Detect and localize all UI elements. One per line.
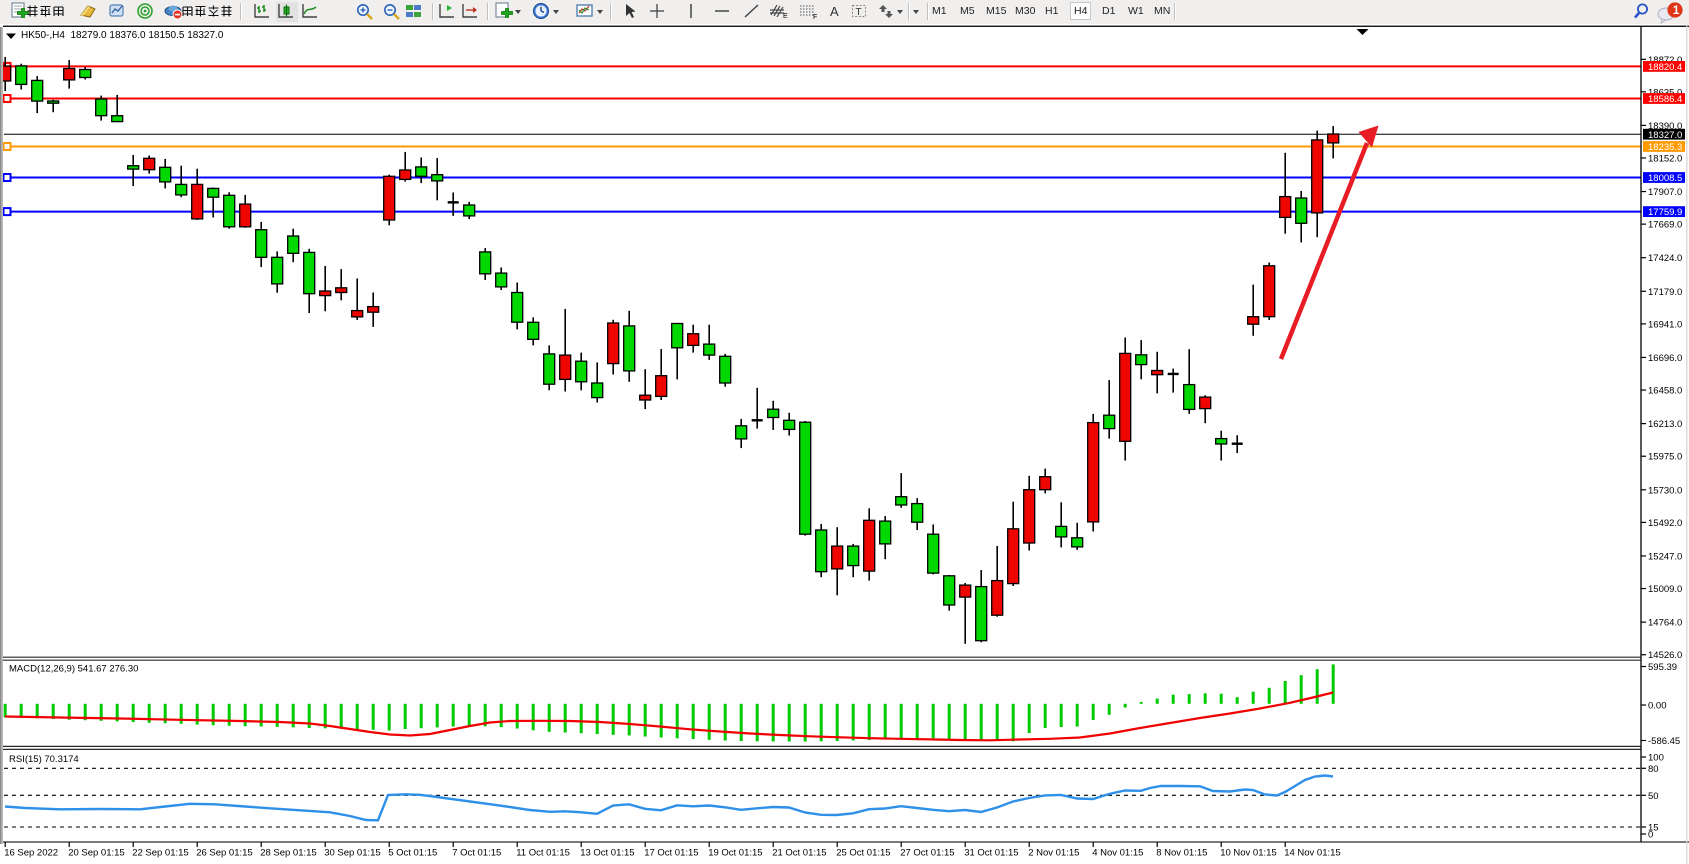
svg-text:17907.0: 17907.0 bbox=[1648, 187, 1682, 198]
svg-text:1: 1 bbox=[1673, 3, 1680, 17]
svg-text:14764.0: 14764.0 bbox=[1648, 618, 1682, 629]
svg-text:11 Oct 01:15: 11 Oct 01:15 bbox=[516, 848, 570, 859]
svg-text:17179.0: 17179.0 bbox=[1648, 287, 1682, 298]
svg-text:RSI(15) 70.3174: RSI(15) 70.3174 bbox=[9, 754, 79, 765]
svg-text:17424.0: 17424.0 bbox=[1648, 253, 1682, 264]
svg-text:15: 15 bbox=[1648, 823, 1659, 834]
svg-text:27 Oct 01:15: 27 Oct 01:15 bbox=[900, 848, 954, 859]
svg-text:4 Nov 01:15: 4 Nov 01:15 bbox=[1092, 848, 1143, 859]
svg-text:T: T bbox=[856, 7, 862, 18]
svg-text:31 Oct 01:15: 31 Oct 01:15 bbox=[964, 848, 1018, 859]
svg-text:18390.0: 18390.0 bbox=[1648, 121, 1682, 132]
svg-text:17669.0: 17669.0 bbox=[1648, 220, 1682, 231]
svg-text:19 Oct 01:15: 19 Oct 01:15 bbox=[708, 848, 762, 859]
svg-text:50: 50 bbox=[1648, 791, 1659, 802]
svg-text:28 Sep 01:15: 28 Sep 01:15 bbox=[260, 848, 317, 859]
svg-text:16696.0: 16696.0 bbox=[1648, 353, 1682, 364]
svg-text:16213.0: 16213.0 bbox=[1648, 419, 1682, 430]
svg-text:100: 100 bbox=[1648, 753, 1664, 764]
svg-text:A: A bbox=[830, 4, 839, 19]
svg-text:15975.0: 15975.0 bbox=[1648, 452, 1682, 463]
svg-text:20 Sep 01:15: 20 Sep 01:15 bbox=[68, 848, 125, 859]
svg-text:18635.0: 18635.0 bbox=[1648, 87, 1682, 98]
svg-text:13 Oct 01:15: 13 Oct 01:15 bbox=[580, 848, 634, 859]
svg-text:-586.45: -586.45 bbox=[1648, 736, 1680, 747]
svg-text:0: 0 bbox=[1648, 830, 1653, 841]
svg-text:18327.0: 18327.0 bbox=[1648, 130, 1682, 141]
svg-text:21 Oct 01:15: 21 Oct 01:15 bbox=[772, 848, 826, 859]
svg-text:26 Sep 01:15: 26 Sep 01:15 bbox=[196, 848, 253, 859]
svg-text:HK50-,H4 18279.0 18376.0 1815: HK50-,H4 18279.0 18376.0 18150.5 18327.0 bbox=[21, 30, 224, 41]
svg-text:17759.9: 17759.9 bbox=[1648, 207, 1682, 218]
svg-text:18235.3: 18235.3 bbox=[1648, 142, 1682, 153]
svg-text:10 Nov 01:15: 10 Nov 01:15 bbox=[1220, 848, 1277, 859]
svg-text:2 Nov 01:15: 2 Nov 01:15 bbox=[1028, 848, 1079, 859]
svg-text:15730.0: 15730.0 bbox=[1648, 485, 1682, 496]
svg-text:E: E bbox=[783, 13, 788, 20]
svg-text:18872.0: 18872.0 bbox=[1648, 55, 1682, 66]
svg-text:F: F bbox=[813, 14, 817, 21]
svg-text:17 Oct 01:15: 17 Oct 01:15 bbox=[644, 848, 698, 859]
svg-text:18008.5: 18008.5 bbox=[1648, 173, 1682, 184]
svg-text:16458.0: 16458.0 bbox=[1648, 386, 1682, 397]
svg-text:18586.4: 18586.4 bbox=[1648, 94, 1682, 105]
svg-text:MACD(12,26,9) 541.67 276.30: MACD(12,26,9) 541.67 276.30 bbox=[9, 664, 138, 675]
svg-text:18152.0: 18152.0 bbox=[1648, 153, 1682, 164]
svg-text:15492.0: 15492.0 bbox=[1648, 518, 1682, 529]
svg-text:14 Nov 01:15: 14 Nov 01:15 bbox=[1284, 848, 1341, 859]
svg-text:16 Sep 2022: 16 Sep 2022 bbox=[4, 848, 58, 859]
svg-text:22 Sep 01:15: 22 Sep 01:15 bbox=[132, 848, 189, 859]
svg-text:0.00: 0.00 bbox=[1648, 701, 1667, 712]
svg-text:80: 80 bbox=[1648, 764, 1659, 775]
svg-text:25 Oct 01:15: 25 Oct 01:15 bbox=[836, 848, 890, 859]
svg-text:30 Sep 01:15: 30 Sep 01:15 bbox=[324, 848, 381, 859]
svg-text:14526.0: 14526.0 bbox=[1648, 650, 1682, 661]
svg-text:16941.0: 16941.0 bbox=[1648, 319, 1682, 330]
svg-text:15247.0: 15247.0 bbox=[1648, 551, 1682, 562]
svg-text:8 Nov 01:15: 8 Nov 01:15 bbox=[1156, 848, 1207, 859]
svg-text:595.39: 595.39 bbox=[1648, 662, 1677, 673]
svg-text:7 Oct 01:15: 7 Oct 01:15 bbox=[452, 848, 501, 859]
svg-text:15009.0: 15009.0 bbox=[1648, 584, 1682, 595]
svg-text:18820.4: 18820.4 bbox=[1648, 62, 1682, 73]
svg-text:5 Oct 01:15: 5 Oct 01:15 bbox=[388, 848, 437, 859]
